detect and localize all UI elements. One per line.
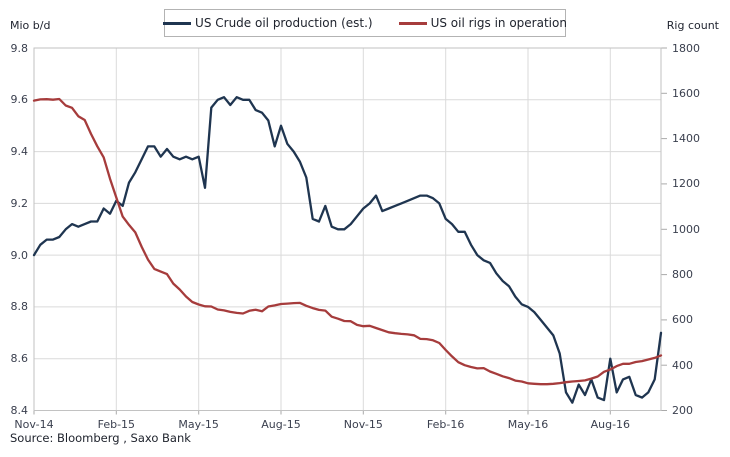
y-right-tick-label: 1400 (672, 132, 700, 146)
y-left-tick-label: 9.2 (10, 196, 29, 210)
x-tick-label: Feb-16 (426, 417, 465, 431)
legend: US Crude oil production (est.) US oil ri… (163, 9, 567, 37)
y-right-tick-label: 400 (672, 358, 693, 372)
x-tick-label: May-16 (507, 417, 549, 431)
y-left-tick-label: 9.4 (10, 145, 29, 159)
production-line (32, 96, 663, 404)
y-left-tick-label: 9.6 (10, 93, 29, 107)
y-right-tick-label: 1800 (672, 41, 700, 55)
x-tick-label: Aug-15 (261, 417, 301, 431)
y-left-tick-label: 9.8 (10, 41, 29, 55)
x-tick-label: Feb-15 (97, 417, 136, 431)
legend-item-production: US Crude oil production (est.) (163, 16, 373, 30)
y-left-tick-label: 8.8 (10, 300, 29, 314)
y-right-tick-label: 1000 (672, 222, 700, 236)
rigs-line (32, 97, 663, 386)
x-tick-label: Aug-16 (590, 417, 631, 431)
legend-label-production: US Crude oil production (est.) (195, 16, 373, 30)
y-right-tick-label: 600 (672, 313, 693, 327)
rigs-line-swatch (398, 21, 427, 25)
y-left-tick-label: 8.6 (10, 352, 29, 366)
production-line-swatch (163, 21, 192, 25)
right-axis-title: Rig count (666, 19, 719, 32)
legend-item-rigs: US oil rigs in operation (398, 16, 567, 30)
y-right-tick-label: 1200 (672, 177, 700, 191)
y-right-tick-label: 800 (672, 268, 693, 282)
left-axis-title: Mio b/d (10, 19, 51, 32)
y-right-tick-label: 1600 (672, 86, 700, 100)
x-tick-label: Nov-14 (14, 417, 54, 431)
x-tick-label: May-15 (178, 417, 219, 431)
y-left-tick-label: 9.0 (10, 248, 29, 262)
y-left-tick-label: 8.4 (10, 404, 29, 417)
source-note: Source: Bloomberg , Saxo Bank (10, 431, 191, 445)
y-right-tick-label: 200 (672, 404, 693, 417)
x-tick-label: Nov-15 (343, 417, 383, 431)
legend-label-rigs: US oil rigs in operation (430, 16, 567, 30)
